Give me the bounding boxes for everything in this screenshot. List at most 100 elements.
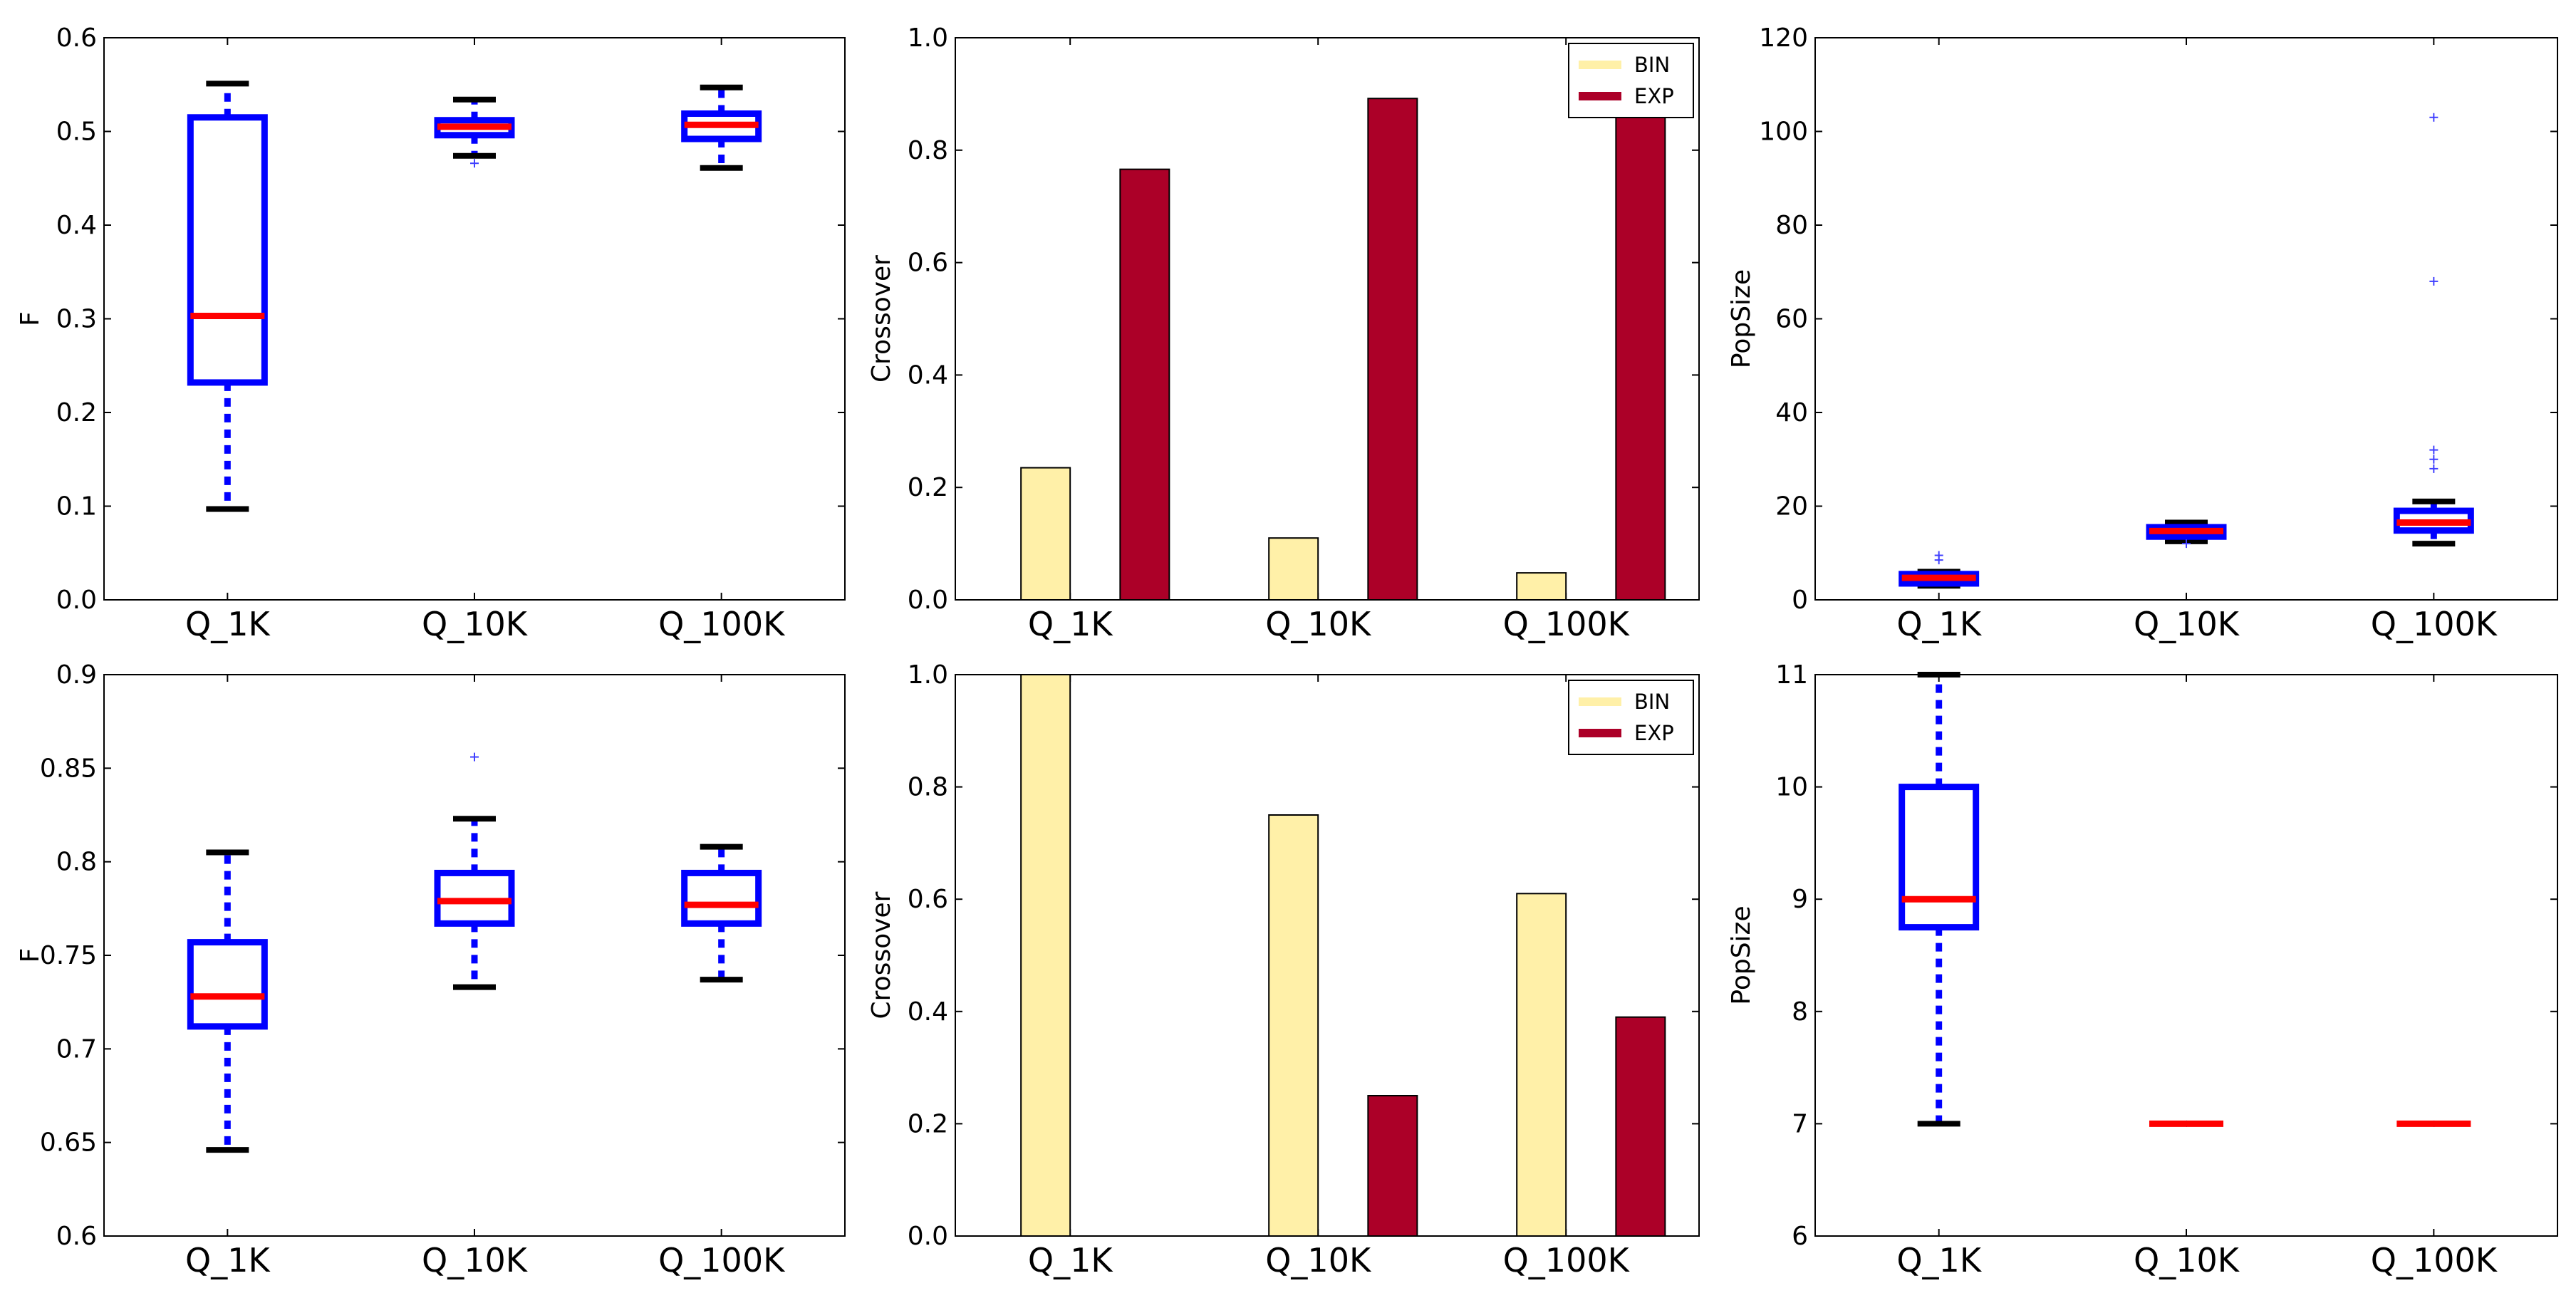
x-tick-label: Q_100K [2371,605,2498,643]
bar-bin-Q_100K [1516,893,1567,1237]
chart-panel-bottom-right: 6 7 8 9 10 11 PopSize Q_1K Q_10K Q_100K [1727,660,2558,1279]
flier-point [2429,445,2439,455]
y-tick-label: 80 [1775,211,1808,240]
y-tick-label: 0.8 [908,136,948,165]
flier-point [2429,276,2439,286]
plot-frame [1814,674,2558,1237]
y-tick-label: 40 [1775,398,1808,427]
x-tick-label: Q_10K [2134,605,2240,643]
x-tick-label: Q_1K [1896,1241,1982,1279]
y-tick-label: 0.8 [56,848,97,877]
y-tick-label: 6 [1792,1222,1808,1251]
box-Q_10K [2146,519,2227,549]
y-tick-label: 0.1 [56,492,97,521]
flier-point [470,159,479,168]
x-tick-label: Q_10K [1265,1241,1372,1279]
x-tick-label: Q_10K [1265,605,1372,643]
y-tick-label: 0.3 [56,305,97,334]
box-Q_10K [434,752,515,990]
y-tick-label: 0.4 [908,360,948,390]
flier-point [2182,539,2191,549]
y-tick-label: 0.8 [908,773,948,802]
y-axis-label: PopSize [1727,269,1756,368]
chart-panel-bottom-left: 0.6 0.65 0.7 0.75 0.8 0.85 0.9 F Q_1K Q_10K Q_100K [16,660,846,1279]
box-Q_100K [681,84,762,171]
legend-box [1568,43,1694,118]
chart-panel-top-left: 0.0 0.1 0.2 0.3 0.4 0.5 0.6 F Q_1K Q_10K Q_100K [16,24,846,643]
plot-frame [955,37,1700,601]
x-tick-label: Q_100K [2371,1241,2498,1279]
bar-bin-Q_10K [1268,814,1319,1237]
chart-panel-top-middle: 0.0 0.2 0.4 0.6 0.8 1.0 Crossover Q_1K Q_10K Q_10… [867,24,1700,643]
y-tick-label: 20 [1775,492,1808,521]
flier-point [1934,551,1943,560]
y-axis-label: Crossover [867,891,896,1019]
box-Q_1K [1899,551,1980,589]
bar-exp-Q_10K [1367,98,1418,601]
plot-frame [103,37,846,601]
bar-bin-Q_10K [1268,537,1319,601]
x-tick-label: Q_100K [1503,605,1631,643]
y-tick-label: 0.0 [908,586,948,615]
y-tick-label: 11 [1775,660,1808,690]
flier-point [2429,455,2439,464]
y-tick-label: 0.65 [40,1128,97,1158]
plot-frame [955,674,1700,1237]
y-tick-label: 8 [1792,997,1808,1027]
flier-point [2429,464,2439,473]
box-body [1899,784,1980,931]
legend-label-bin: BIN [1634,53,1670,77]
bar-exp-Q_100K [1615,63,1666,601]
y-tick-label: 1.0 [908,660,948,690]
x-tick-label: Q_1K [185,1241,271,1279]
y-axis-label: Crossover [867,255,896,383]
legend: BIN EXP [1568,43,1694,118]
x-tick-label: Q_1K [185,605,271,643]
chart-panel-top-right: 0 20 40 60 80 100 120 PopSize Q_1K Q_10K Q_100K [1727,24,2558,643]
x-tick-label: Q_10K [422,605,529,643]
plot-frame [103,674,846,1237]
y-tick-label: 0.0 [56,586,97,615]
box-Q_10K [434,96,515,168]
y-tick-label: 0.4 [908,997,948,1027]
x-tick-label: Q_1K [1028,1241,1113,1279]
x-tick-label: Q_100K [658,1241,786,1279]
box-Q_1K [187,81,268,512]
bar-exp-Q_100K [1615,1016,1666,1237]
legend-label-exp: EXP [1634,721,1674,745]
x-tick-label: Q_100K [1503,1241,1631,1279]
box-Q_1K [1899,672,1980,1127]
flier-point [470,752,479,762]
y-tick-label: 0.7 [56,1034,97,1064]
x-tick-label: Q_1K [1028,605,1113,643]
box-body [187,114,268,386]
y-axis-label: F [16,311,45,326]
box-body [187,939,268,1030]
legend-box [1568,680,1694,755]
y-tick-label: 10 [1775,773,1808,802]
y-tick-label: 100 [1759,118,1808,147]
y-tick-label: 0.2 [908,1109,948,1138]
y-tick-label: 0.6 [908,885,948,914]
y-tick-label: 0.75 [40,941,97,970]
y-tick-label: 0.85 [40,754,97,783]
y-tick-label: 0.2 [908,473,948,502]
y-tick-label: 9 [1792,885,1808,914]
y-tick-label: 0.6 [56,1222,97,1251]
box-Q_100K [681,843,762,983]
plot-frame [1814,37,2558,601]
x-tick-label: Q_10K [422,1241,529,1279]
bar-bin-Q_100K [1516,572,1567,601]
box-body [681,869,762,927]
chart-panel-bottom-middle: 0.0 0.2 0.4 0.6 0.8 1.0 Crossover Q_1K Q_10K Q_10… [867,660,1700,1279]
bar-exp-Q_10K [1367,1095,1418,1237]
y-tick-label: 0.2 [56,398,97,427]
y-tick-label: 0.6 [908,249,948,278]
y-tick-label: 0.5 [56,118,97,147]
x-tick-label: Q_100K [658,605,786,643]
y-tick-label: 0.4 [56,211,97,240]
y-tick-label: 120 [1759,24,1808,53]
legend: BIN EXP [1568,680,1694,755]
y-tick-label: 7 [1792,1109,1808,1138]
